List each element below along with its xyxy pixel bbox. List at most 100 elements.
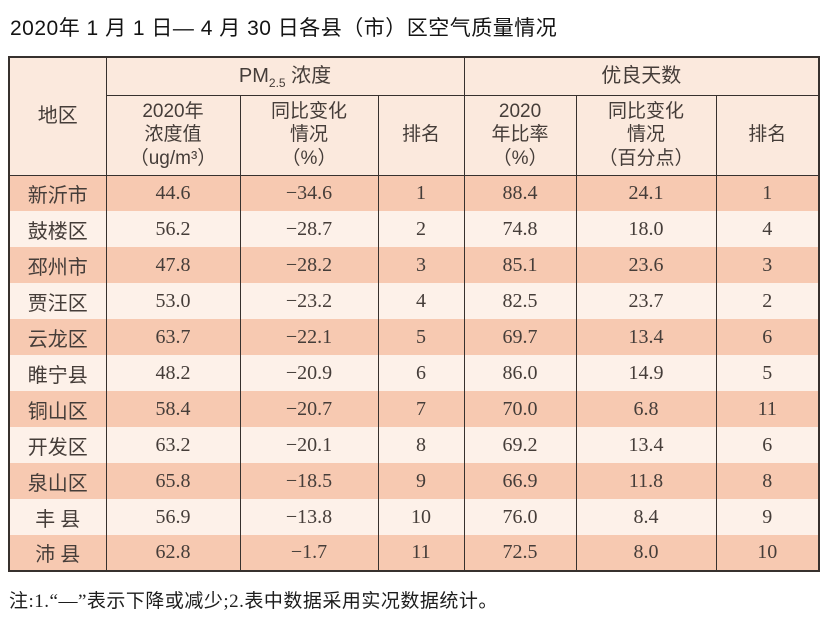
- pm-change-cell: −28.2: [239, 247, 379, 283]
- air-quality-table: 地区 PM2.5 浓度 优良天数 2020年 浓度值 （ug/m³） 同比变化 …: [8, 56, 821, 572]
- good-change-cell: 14.9: [575, 355, 717, 391]
- good-change-cell: 8.0: [575, 535, 717, 571]
- good-change-cell: 13.4: [575, 319, 717, 355]
- pm-rank-cell: 11: [377, 535, 465, 571]
- good-rank-cell: 6: [715, 427, 820, 463]
- pm-rank-cell: 7: [377, 391, 465, 427]
- good-rank-cell: 1: [715, 175, 820, 211]
- table-row: 泉山区 65.8 −18.5 9 66.9 11.8 8: [8, 463, 820, 499]
- region-cell: 睢宁县: [8, 355, 107, 391]
- pm-subscript: 2.5: [268, 76, 286, 91]
- table-row: 铜山区 58.4 −20.7 7 70.0 6.8 11: [8, 391, 820, 427]
- pm-rank-cell: 4: [377, 283, 465, 319]
- table-row: 贾汪区 53.0 −23.2 4 82.5 23.7 2: [8, 283, 820, 319]
- region-cell: 丰 县: [8, 499, 107, 535]
- good-rate-cell: 66.9: [463, 463, 577, 499]
- good-rate-cell: 70.0: [463, 391, 577, 427]
- good-rate-cell: 86.0: [463, 355, 577, 391]
- page-title: 2020年 1 月 1 日— 4 月 30 日各县（市）区空气质量情况: [10, 17, 558, 40]
- region-cell: 贾汪区: [8, 283, 107, 319]
- good-rate-cell: 76.0: [463, 499, 577, 535]
- header-pm-change: 同比变化 情况 （%）: [239, 95, 379, 176]
- pm-value-cell: 63.2: [105, 427, 241, 463]
- pm-change-cell: −34.6: [239, 175, 379, 211]
- good-rate-cell: 85.1: [463, 247, 577, 283]
- header-sub-row: 2020年 浓度值 （ug/m³） 同比变化 情况 （%） 排名 2020 年比…: [9, 95, 820, 176]
- pm-value-cell: 53.0: [105, 283, 241, 319]
- good-rank-cell: 8: [715, 463, 820, 499]
- pm-value-cell: 58.4: [105, 391, 241, 427]
- region-cell: 泉山区: [8, 463, 107, 499]
- good-rank-cell: 9: [715, 499, 820, 535]
- good-rate-cell: 72.5: [463, 535, 577, 571]
- pm-rank-cell: 10: [377, 499, 465, 535]
- table-row: 鼓楼区 56.2 −28.7 2 74.8 18.0 4: [8, 211, 820, 247]
- table-header: 地区 PM2.5 浓度 优良天数 2020年 浓度值 （ug/m³） 同比变化 …: [8, 57, 820, 176]
- table-row: 开发区 63.2 −20.1 8 69.2 13.4 6: [8, 427, 820, 463]
- pm-value-cell: 56.9: [105, 499, 241, 535]
- table-row: 云龙区 63.7 −22.1 5 69.7 13.4 6: [8, 319, 820, 355]
- pm-rank-cell: 5: [377, 319, 465, 355]
- pm-value-cell: 56.2: [105, 211, 241, 247]
- pm-rank-cell: 2: [377, 211, 465, 247]
- good-rank-cell: 10: [715, 535, 820, 571]
- good-change-cell: 18.0: [575, 211, 717, 247]
- header-good-change: 同比变化 情况 （百分点）: [575, 95, 717, 176]
- region-cell: 沛 县: [8, 535, 107, 571]
- table-row: 邳州市 47.8 −28.2 3 85.1 23.6 3: [8, 247, 820, 283]
- good-rank-cell: 3: [715, 247, 820, 283]
- pm-suffix: 浓度: [285, 65, 332, 88]
- region-cell: 鼓楼区: [8, 211, 107, 247]
- good-change-cell: 23.6: [575, 247, 717, 283]
- pm-change-cell: −20.7: [239, 391, 379, 427]
- good-change-cell: 13.4: [575, 427, 717, 463]
- pm-change-cell: −28.7: [239, 211, 379, 247]
- good-rank-cell: 6: [715, 319, 820, 355]
- pm-value-cell: 47.8: [105, 247, 241, 283]
- pm-change-cell: −20.9: [239, 355, 379, 391]
- pm-label: PM: [238, 65, 269, 88]
- pm-value-cell: 65.8: [105, 463, 241, 499]
- region-cell: 开发区: [8, 427, 107, 463]
- footnote: 注:1.“—”表示下降或减少;2.表中数据采用实况数据统计。: [9, 591, 498, 612]
- good-change-cell: 24.1: [575, 175, 717, 211]
- pm-value-cell: 44.6: [105, 175, 241, 211]
- table-body: 新沂市 44.6 −34.6 1 88.4 24.1 1 鼓楼区 56.2 −2…: [8, 175, 820, 571]
- pm-rank-cell: 1: [377, 175, 465, 211]
- table-row: 丰 县 56.9 −13.8 10 76.0 8.4 9: [8, 499, 820, 535]
- pm-change-cell: −23.2: [239, 283, 379, 319]
- good-change-cell: 6.8: [575, 391, 717, 427]
- pm-change-cell: −22.1: [239, 319, 379, 355]
- table-row: 新沂市 44.6 −34.6 1 88.4 24.1 1: [8, 175, 820, 211]
- header-region: 地区: [8, 57, 107, 176]
- pm-change-cell: −18.5: [239, 463, 379, 499]
- table-row: 沛 县 62.8 −1.7 11 72.5 8.0 10: [8, 535, 820, 571]
- region-cell: 铜山区: [8, 391, 107, 427]
- pm-rank-cell: 6: [377, 355, 465, 391]
- pm-value-cell: 62.8: [105, 535, 241, 571]
- good-rank-cell: 11: [715, 391, 820, 427]
- pm-change-cell: −13.8: [239, 499, 379, 535]
- header-group-row: 地区 PM2.5 浓度 优良天数: [8, 57, 820, 176]
- table-row: 睢宁县 48.2 −20.9 6 86.0 14.9 5: [8, 355, 820, 391]
- good-rate-cell: 69.7: [463, 319, 577, 355]
- header-good-rank: 排名: [715, 95, 820, 176]
- good-rank-cell: 4: [715, 211, 820, 247]
- header-pm-value: 2020年 浓度值 （ug/m³）: [105, 95, 241, 176]
- header-pm-rank: 排名: [377, 95, 465, 176]
- good-change-cell: 23.7: [575, 283, 717, 319]
- header-good-days-group: 优良天数: [463, 57, 820, 96]
- good-change-cell: 8.4: [575, 499, 717, 535]
- good-rate-cell: 74.8: [463, 211, 577, 247]
- good-rate-cell: 69.2: [463, 427, 577, 463]
- pm-value-cell: 48.2: [105, 355, 241, 391]
- pm-rank-cell: 3: [377, 247, 465, 283]
- pm-rank-cell: 9: [377, 463, 465, 499]
- region-cell: 邳州市: [8, 247, 107, 283]
- region-cell: 新沂市: [8, 175, 107, 211]
- header-pm25-group: PM2.5 浓度: [105, 57, 465, 96]
- good-rank-cell: 2: [715, 283, 820, 319]
- pm-change-cell: −1.7: [239, 535, 379, 571]
- pm-rank-cell: 8: [377, 427, 465, 463]
